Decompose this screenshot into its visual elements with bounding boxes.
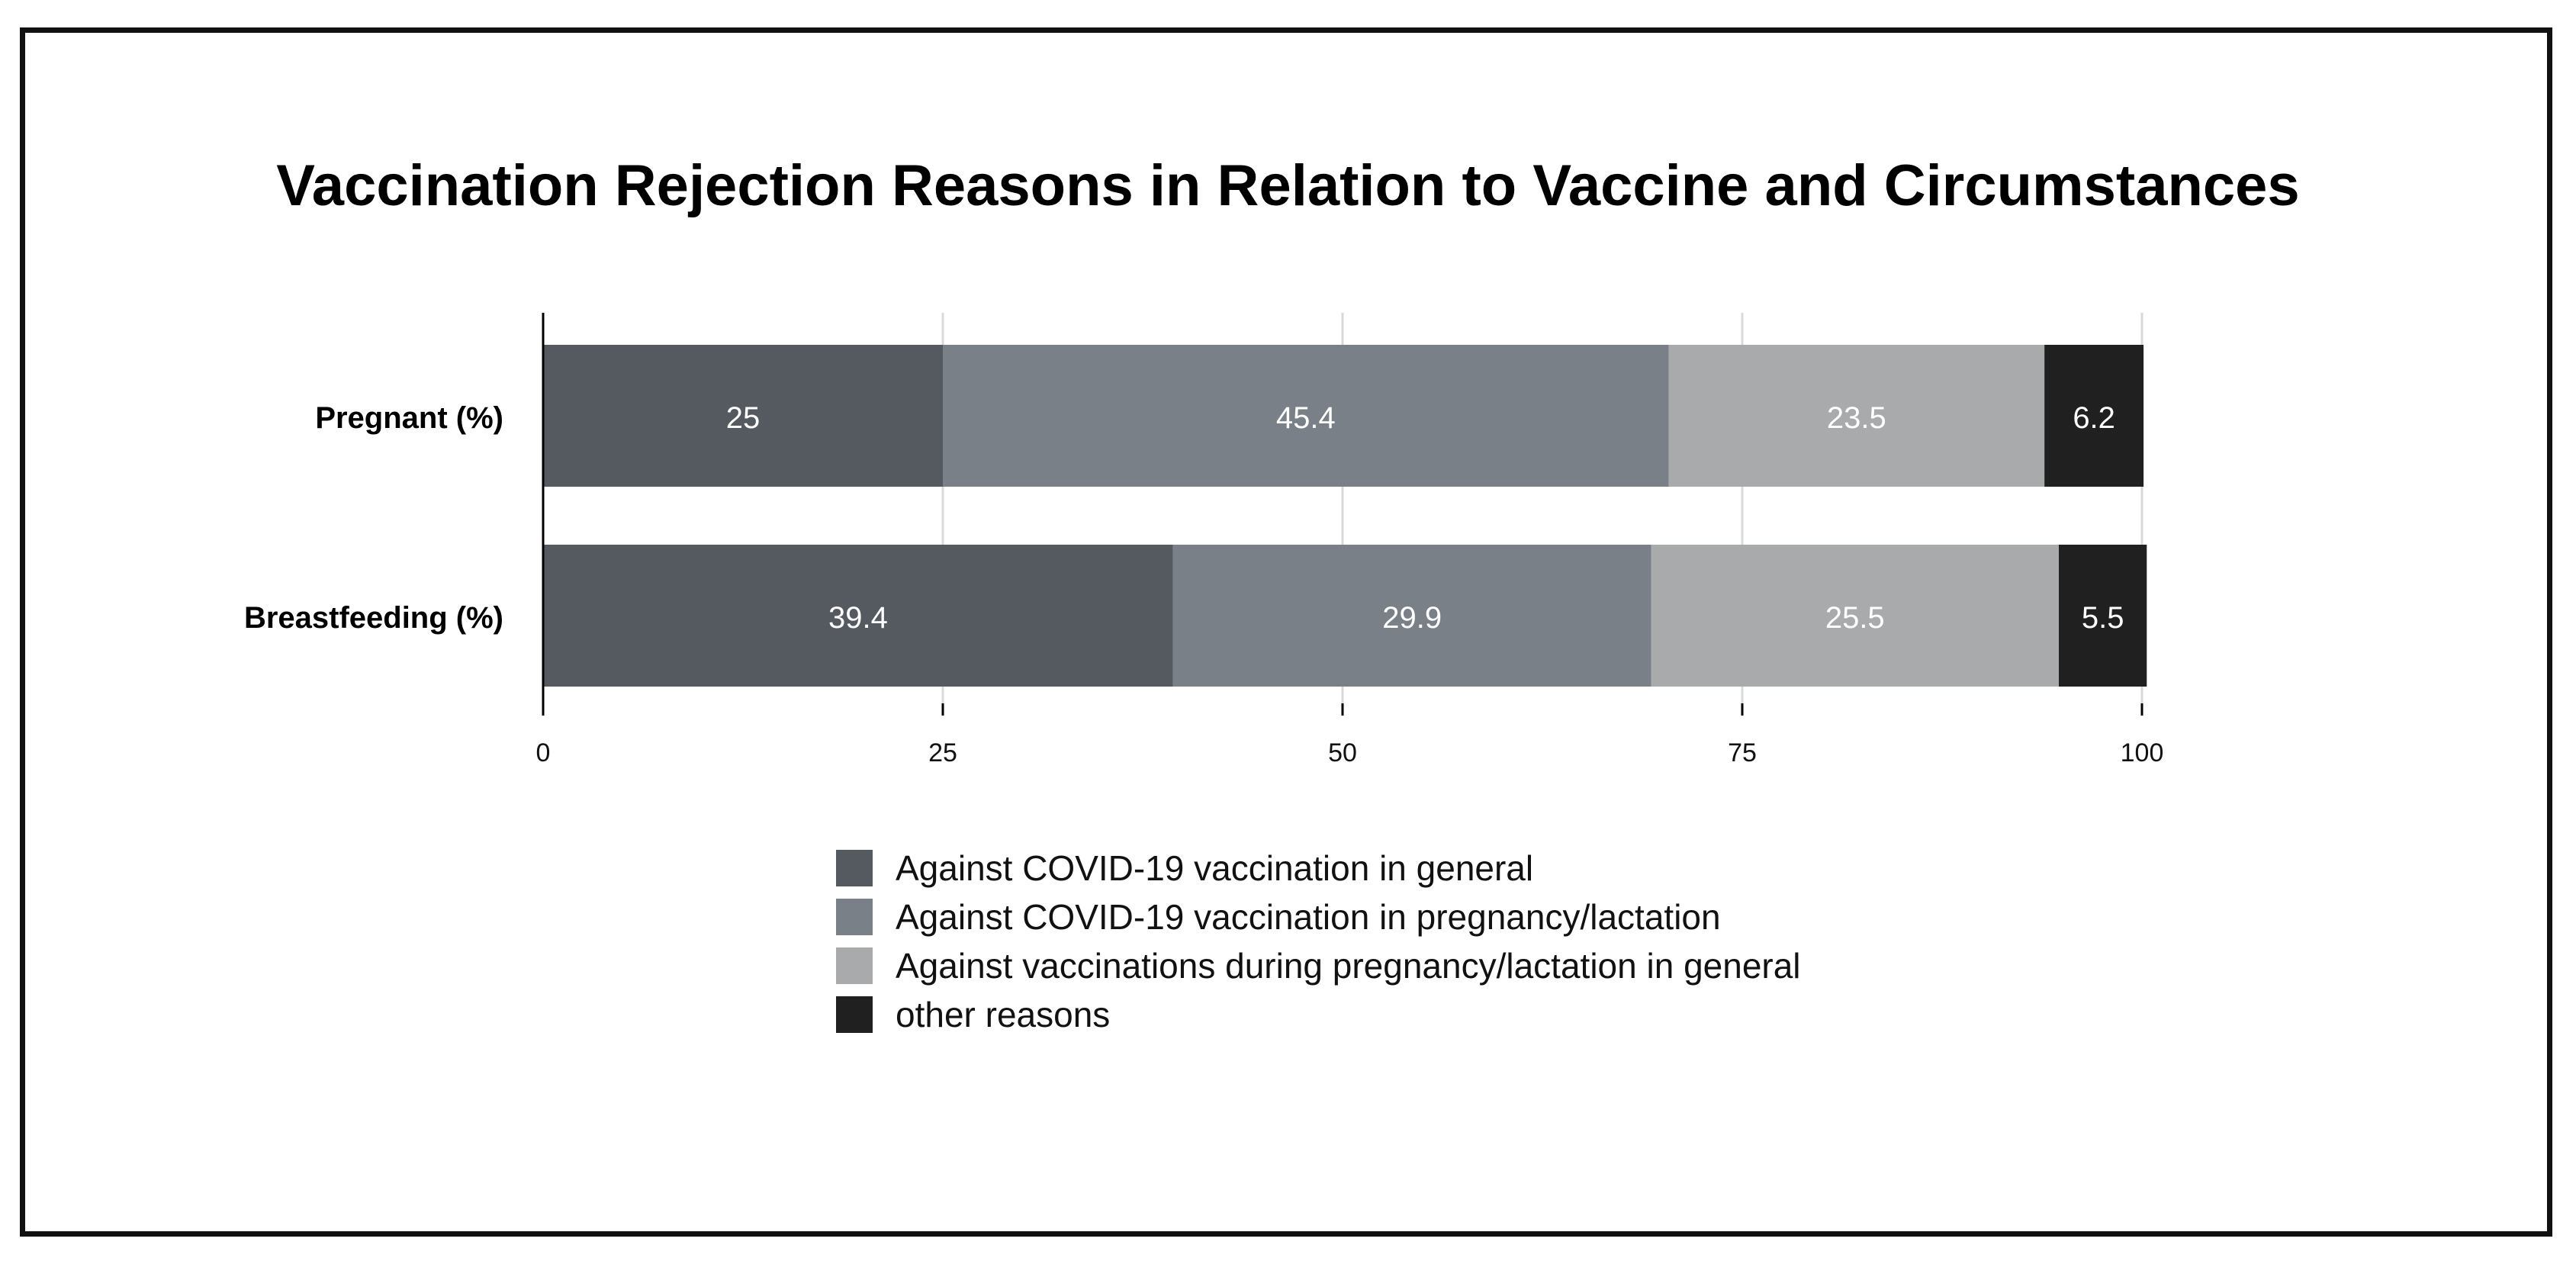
legend-swatch bbox=[836, 850, 873, 886]
x-tick-label: 0 bbox=[536, 738, 551, 767]
bar-segment bbox=[2044, 345, 2144, 487]
x-tick-label: 100 bbox=[2121, 738, 2164, 767]
category-label: Breastfeeding (%) bbox=[244, 601, 503, 635]
data-label: 5.5 bbox=[2082, 601, 2124, 635]
bar-segment bbox=[543, 345, 943, 487]
x-tick-label: 25 bbox=[928, 738, 957, 767]
data-label: 45.4 bbox=[1276, 401, 1336, 435]
bar-segment bbox=[2059, 545, 2147, 687]
category-label: Pregnant (%) bbox=[315, 401, 503, 435]
bar-segment bbox=[1172, 545, 1651, 687]
data-label: 29.9 bbox=[1382, 601, 1442, 635]
data-label: 6.2 bbox=[2073, 401, 2115, 435]
legend-swatch bbox=[836, 899, 873, 935]
legend-item: other reasons bbox=[836, 990, 1801, 1039]
bar-segment bbox=[1668, 345, 2045, 487]
legend-label: other reasons bbox=[896, 995, 1111, 1034]
legend-label: Against vaccinations during pregnancy/la… bbox=[896, 946, 1801, 986]
legend-swatch bbox=[836, 947, 873, 984]
legend-item: Against vaccinations during pregnancy/la… bbox=[836, 941, 1801, 990]
legend-label: Against COVID-19 vaccination in pregnanc… bbox=[896, 897, 1721, 937]
x-tick-label: 50 bbox=[1328, 738, 1357, 767]
data-label: 23.5 bbox=[1827, 401, 1886, 435]
chart-title: Vaccination Rejection Reasons in Relatio… bbox=[276, 153, 2300, 218]
legend-item: Against COVID-19 vaccination in pregnanc… bbox=[836, 893, 1801, 941]
legend-swatch bbox=[836, 996, 873, 1033]
bar-segment bbox=[943, 345, 1669, 487]
bar-segment bbox=[1651, 545, 2060, 687]
x-tick-label: 75 bbox=[1728, 738, 1757, 767]
bar-segment bbox=[543, 545, 1173, 687]
legend-item: Against COVID-19 vaccination in general bbox=[836, 844, 1801, 893]
data-label: 39.4 bbox=[828, 601, 888, 635]
legend-label: Against COVID-19 vaccination in general bbox=[896, 848, 1534, 888]
data-label: 25.5 bbox=[1825, 601, 1885, 635]
data-label: 25 bbox=[726, 401, 761, 435]
chart-legend: Against COVID-19 vaccination in general A… bbox=[836, 844, 1801, 1039]
